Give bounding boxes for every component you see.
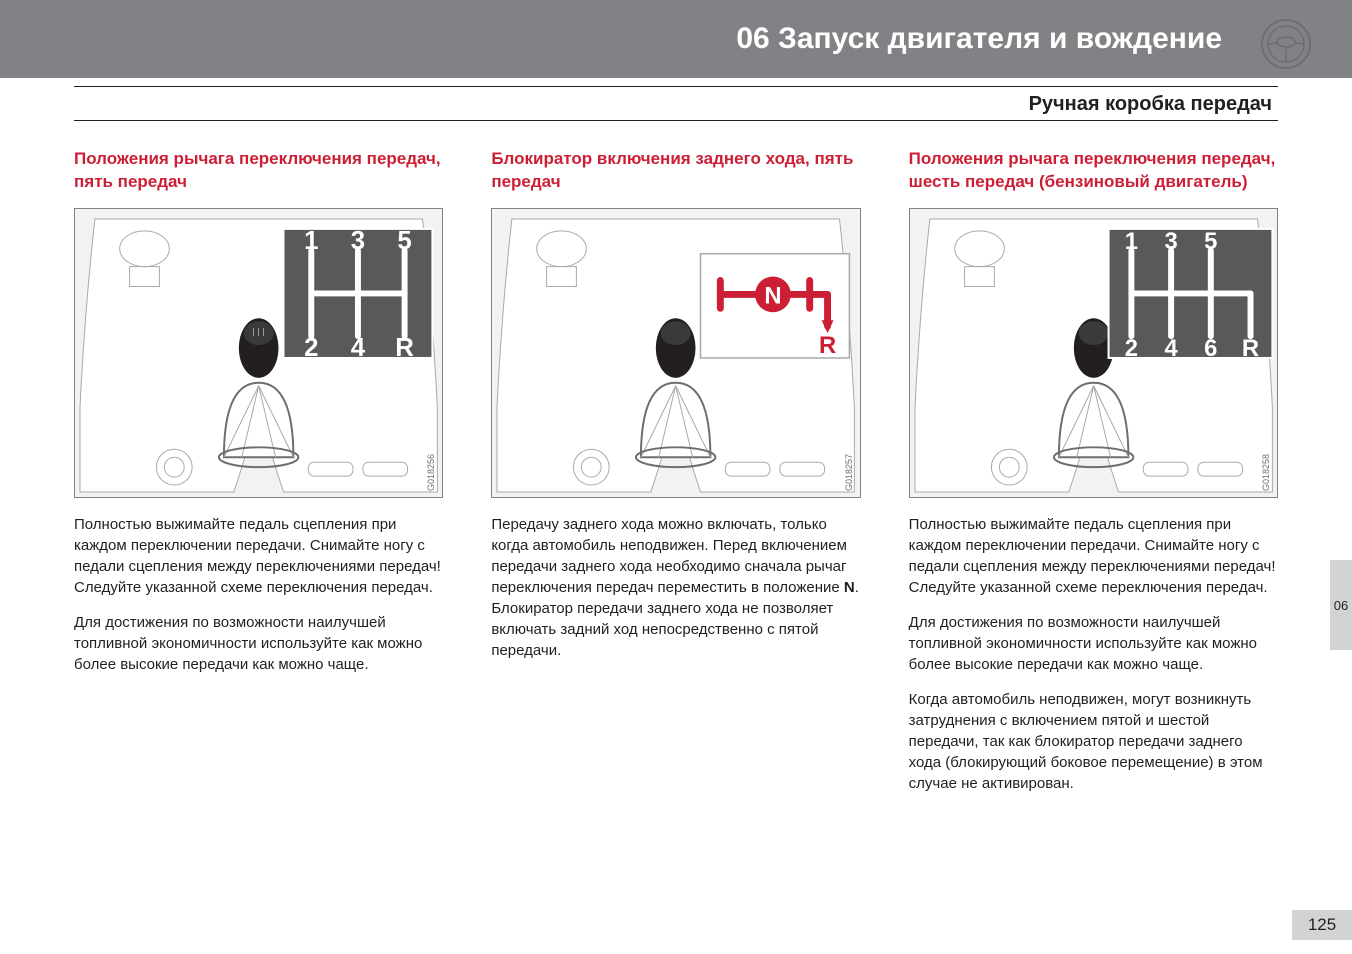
gear-4: 4 — [351, 334, 366, 362]
figure-6speed: 1 3 5 2 4 6 R G018258 — [909, 208, 1278, 498]
svg-text:4: 4 — [1164, 335, 1178, 362]
gear-2: 2 — [304, 334, 318, 362]
figure-5speed: 1 3 5 2 4 R G018256 — [74, 208, 443, 498]
svg-text:3: 3 — [1164, 228, 1177, 255]
side-tab: 06 — [1330, 560, 1352, 650]
col1-p1: Полностью выжимайте педаль сцепления при… — [74, 514, 443, 598]
gear-5: 5 — [397, 227, 411, 255]
svg-text:2: 2 — [1124, 335, 1137, 362]
figure-reverse-lockout: N R G018257 — [491, 208, 860, 498]
col-3: Положения рычага переключения передач, ш… — [909, 148, 1278, 808]
col2-p1: Передачу заднего хода можно включать, то… — [491, 514, 860, 661]
gear-1: 1 — [304, 227, 318, 255]
chapter-title: 06 Запуск двигателя и вождение — [736, 22, 1222, 56]
col-2: Блокиратор включения заднего хода, пять … — [491, 148, 860, 808]
col3-p3: Когда автомобиль неподвижен, могут возни… — [909, 689, 1278, 794]
neutral-label: N — [765, 282, 782, 309]
col2-heading: Блокиратор включения заднего хода, пять … — [491, 148, 860, 194]
col1-p2: Для достижения по возможности наилучшей … — [74, 612, 443, 675]
gear-3: 3 — [351, 227, 365, 255]
col1-heading: Положения рычага переключения передач, п… — [74, 148, 443, 194]
divider-top — [74, 86, 1278, 87]
content-columns: Положения рычага переключения передач, п… — [74, 148, 1278, 808]
gear-r: R — [395, 334, 414, 362]
figure-id-2: G018257 — [844, 454, 854, 491]
figure-id-1: G018256 — [426, 454, 436, 491]
reverse-label: R — [819, 332, 836, 359]
chapter-header: 06 Запуск двигателя и вождение — [0, 0, 1352, 78]
svg-text:1: 1 — [1124, 228, 1137, 255]
figure-id-3: G018258 — [1261, 454, 1271, 491]
col3-p2: Для достижения по возможности наилучшей … — [909, 612, 1278, 675]
section-title: Ручная коробка передач — [1029, 93, 1272, 116]
svg-text:6: 6 — [1204, 335, 1217, 362]
svg-text:5: 5 — [1204, 228, 1217, 255]
col-1: Положения рычага переключения передач, п… — [74, 148, 443, 808]
svg-text:R: R — [1242, 335, 1259, 362]
divider-bottom — [74, 120, 1278, 121]
steering-wheel-icon — [1260, 18, 1312, 70]
page-number: 125 — [1292, 910, 1352, 940]
col3-heading: Положения рычага переключения передач, ш… — [909, 148, 1278, 194]
col3-p1: Полностью выжимайте педаль сцепления при… — [909, 514, 1278, 598]
